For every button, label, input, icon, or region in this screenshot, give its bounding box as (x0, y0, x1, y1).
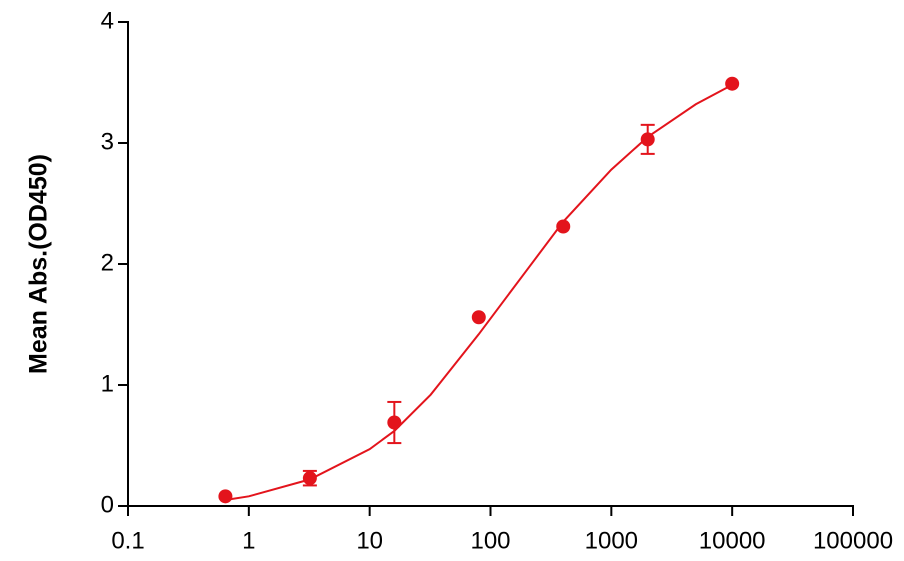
x-tick-label: 10 (356, 527, 383, 554)
data-point (218, 489, 233, 504)
data-point (471, 310, 486, 325)
x-tick-label: 10000 (699, 527, 766, 554)
fit-curve (225, 84, 733, 501)
y-tick-label: 2 (101, 249, 114, 276)
x-tick-label: 100000 (813, 527, 893, 554)
x-tick-label: 0.1 (111, 527, 144, 554)
data-point (302, 471, 317, 486)
y-tick-label: 1 (101, 370, 114, 397)
data-point (556, 219, 571, 234)
y-tick-label: 3 (101, 128, 114, 155)
data-point (725, 76, 740, 91)
y-tick-label: 0 (101, 491, 114, 518)
y-axis-label: Mean Abs.(OD450) (25, 154, 53, 374)
data-point (387, 415, 402, 430)
x-tick-label: 1000 (585, 527, 638, 554)
x-tick-label: 100 (470, 527, 510, 554)
y-tick-label: 4 (101, 7, 114, 34)
data-point (640, 132, 655, 147)
x-tick-label: 1 (242, 527, 255, 554)
